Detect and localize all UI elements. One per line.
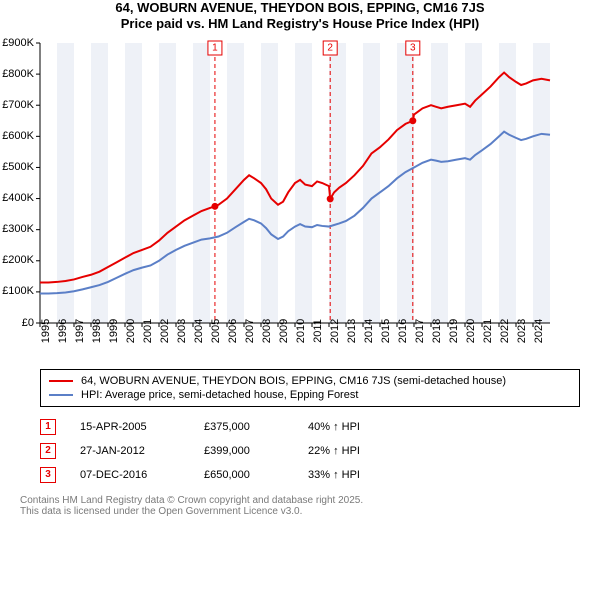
x-tick-label: 2022 bbox=[499, 318, 511, 342]
x-tick-label: 2009 bbox=[278, 318, 290, 342]
x-tick-label: 2007 bbox=[244, 318, 256, 342]
sale-event-date: 27-JAN-2012 bbox=[80, 445, 180, 457]
x-tick-label: 2016 bbox=[397, 318, 409, 342]
year-band bbox=[431, 43, 448, 323]
y-tick-label: £900K bbox=[0, 37, 34, 49]
x-tick-label: 2012 bbox=[329, 318, 341, 342]
title-line-1: 64, WOBURN AVENUE, THEYDON BOIS, EPPING,… bbox=[0, 0, 600, 16]
y-tick-label: £300K bbox=[0, 223, 34, 235]
chart-svg: 1 2 3 bbox=[0, 33, 560, 363]
legend-label: HPI: Average price, semi-detached house,… bbox=[81, 389, 358, 401]
title-line-2: Price paid vs. HM Land Registry's House … bbox=[0, 16, 600, 32]
x-tick-label: 2010 bbox=[295, 318, 307, 342]
x-tick-label: 2006 bbox=[227, 318, 239, 342]
sale-event-marker: 1 bbox=[40, 419, 56, 435]
sale-marker-dot bbox=[409, 117, 416, 124]
year-band bbox=[261, 43, 278, 323]
sale-events-table: 1 15-APR-2005 £375,000 40% ↑ HPI 2 27-JAN-201… bbox=[40, 415, 580, 487]
x-tick-label: 2018 bbox=[431, 318, 443, 342]
sale-event-marker: 3 bbox=[40, 467, 56, 483]
footnote: Contains HM Land Registry data © Crown c… bbox=[20, 495, 580, 517]
x-tick-label: 2014 bbox=[363, 318, 375, 342]
sale-event-price: £375,000 bbox=[204, 421, 284, 433]
y-tick-label: £700K bbox=[0, 99, 34, 111]
year-band bbox=[125, 43, 142, 323]
year-band bbox=[363, 43, 380, 323]
legend: 64, WOBURN AVENUE, THEYDON BOIS, EPPING,… bbox=[40, 369, 580, 407]
y-tick-label: £800K bbox=[0, 68, 34, 80]
x-tick-label: 2004 bbox=[193, 318, 205, 342]
footnote-line-1: Contains HM Land Registry data © Crown c… bbox=[20, 495, 580, 506]
sale-event-row: 1 15-APR-2005 £375,000 40% ↑ HPI bbox=[40, 415, 580, 439]
x-tick-label: 1998 bbox=[91, 318, 103, 342]
sale-event-marker: 2 bbox=[40, 443, 56, 459]
x-tick-label: 2003 bbox=[176, 318, 188, 342]
legend-item: HPI: Average price, semi-detached house,… bbox=[49, 388, 571, 402]
sale-event-date: 07-DEC-2016 bbox=[80, 469, 180, 481]
sale-event-delta: 40% ↑ HPI bbox=[308, 421, 360, 433]
x-tick-label: 2008 bbox=[261, 318, 273, 342]
sale-event-price: £650,000 bbox=[204, 469, 284, 481]
sale-event-row: 2 27-JAN-2012 £399,000 22% ↑ HPI bbox=[40, 439, 580, 463]
x-tick-label: 1997 bbox=[74, 318, 86, 342]
sale-event-delta: 33% ↑ HPI bbox=[308, 469, 360, 481]
sale-marker-label: 3 bbox=[410, 42, 416, 53]
year-band bbox=[193, 43, 210, 323]
x-tick-label: 2020 bbox=[465, 318, 477, 342]
y-tick-label: £600K bbox=[0, 130, 34, 142]
year-band bbox=[91, 43, 108, 323]
x-tick-label: 2021 bbox=[482, 318, 494, 342]
x-tick-label: 1995 bbox=[40, 318, 52, 342]
legend-item: 64, WOBURN AVENUE, THEYDON BOIS, EPPING,… bbox=[49, 374, 571, 388]
y-tick-label: £400K bbox=[0, 192, 34, 204]
year-band bbox=[533, 43, 550, 323]
legend-swatch bbox=[49, 394, 73, 396]
footnote-line-2: This data is licensed under the Open Gov… bbox=[20, 506, 580, 517]
legend-label: 64, WOBURN AVENUE, THEYDON BOIS, EPPING,… bbox=[81, 375, 506, 387]
x-tick-label: 2011 bbox=[312, 319, 324, 343]
sale-marker-dot bbox=[327, 195, 334, 202]
x-tick-label: 1999 bbox=[108, 318, 120, 342]
sale-event-delta: 22% ↑ HPI bbox=[308, 445, 360, 457]
x-tick-label: 2002 bbox=[159, 318, 171, 342]
chart-area: 1 2 3 £0 £100K £200K £300K £400K £500K £600K £700K… bbox=[0, 33, 560, 363]
y-tick-label: £500K bbox=[0, 161, 34, 173]
x-tick-label: 2001 bbox=[142, 318, 154, 342]
y-tick-label: £0 bbox=[0, 317, 34, 329]
x-tick-label: 2017 bbox=[414, 318, 426, 342]
year-band bbox=[499, 43, 516, 323]
y-tick-label: £200K bbox=[0, 254, 34, 266]
x-tick-label: 2005 bbox=[210, 318, 222, 342]
sale-event-date: 15-APR-2005 bbox=[80, 421, 180, 433]
year-band bbox=[159, 43, 176, 323]
sale-event-price: £399,000 bbox=[204, 445, 284, 457]
y-tick-label: £100K bbox=[0, 285, 34, 297]
sale-marker-label: 1 bbox=[212, 42, 218, 53]
x-tick-label: 2019 bbox=[448, 318, 460, 342]
sale-marker-dot bbox=[211, 202, 218, 209]
year-band bbox=[329, 43, 346, 323]
x-tick-label: 2024 bbox=[533, 318, 545, 342]
chart-title: 64, WOBURN AVENUE, THEYDON BOIS, EPPING,… bbox=[0, 0, 600, 33]
legend-swatch bbox=[49, 380, 73, 382]
year-band bbox=[397, 43, 414, 323]
sale-marker-label: 2 bbox=[327, 42, 333, 53]
year-band bbox=[465, 43, 482, 323]
sale-event-row: 3 07-DEC-2016 £650,000 33% ↑ HPI bbox=[40, 463, 580, 487]
x-tick-label: 1996 bbox=[57, 318, 69, 342]
x-tick-label: 2015 bbox=[380, 318, 392, 342]
x-tick-label: 2023 bbox=[516, 318, 528, 342]
x-tick-label: 2000 bbox=[125, 318, 137, 342]
x-tick-label: 2013 bbox=[346, 318, 358, 342]
